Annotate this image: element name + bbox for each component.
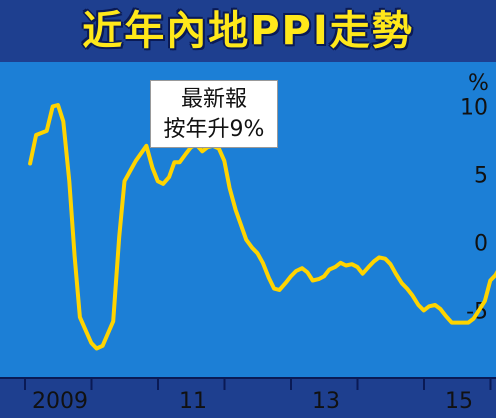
x-tick-label: 15 — [445, 389, 473, 414]
x-axis: 2009111315171921 — [0, 377, 496, 414]
callout-line-2: 按年升9% — [163, 117, 265, 142]
chart-title: 近年內地PPI走勢 — [82, 8, 414, 54]
y-tick-label: 0 — [474, 231, 488, 256]
x-tick-label: 13 — [312, 389, 340, 414]
y-tick-label: 5 — [474, 163, 488, 188]
y-axis-unit-label: % — [468, 71, 489, 96]
ppi-series-line — [28, 103, 496, 351]
latest-value-callout: 最新報 按年升9% — [150, 80, 278, 148]
y-tick-label: 10 — [460, 95, 488, 120]
callout-line-1: 最新報 — [180, 87, 247, 112]
x-tick-label: 2009 — [32, 389, 88, 414]
x-axis-band — [0, 378, 496, 418]
x-tick-label: 11 — [179, 389, 207, 414]
title-bar: 近年內地PPI走勢 — [0, 0, 496, 62]
